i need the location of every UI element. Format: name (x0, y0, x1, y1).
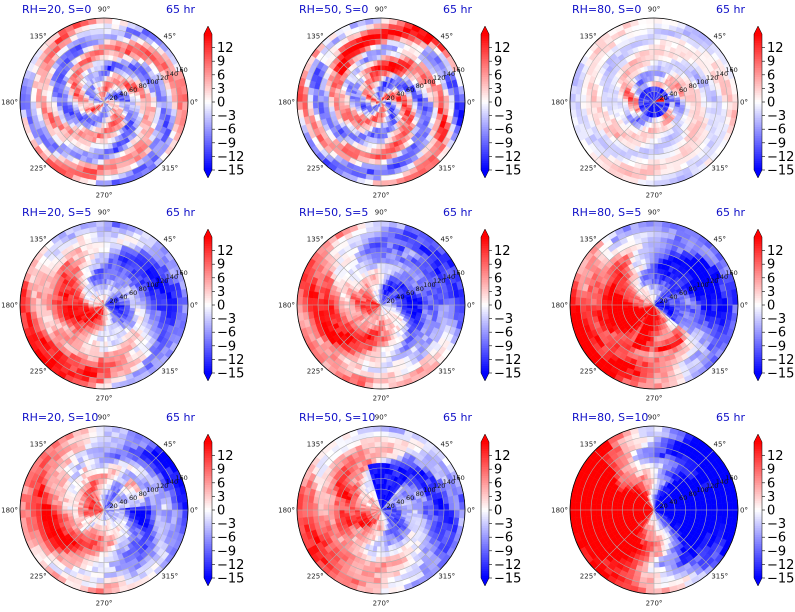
figure: 0° 45° 90° 135° 180° 225° 270° 315° 20 40 60 80 100 1… (1, 3, 794, 608)
polar-plot: 0°45°90°135°180°225°270°315°204060801001… (1, 6, 244, 200)
